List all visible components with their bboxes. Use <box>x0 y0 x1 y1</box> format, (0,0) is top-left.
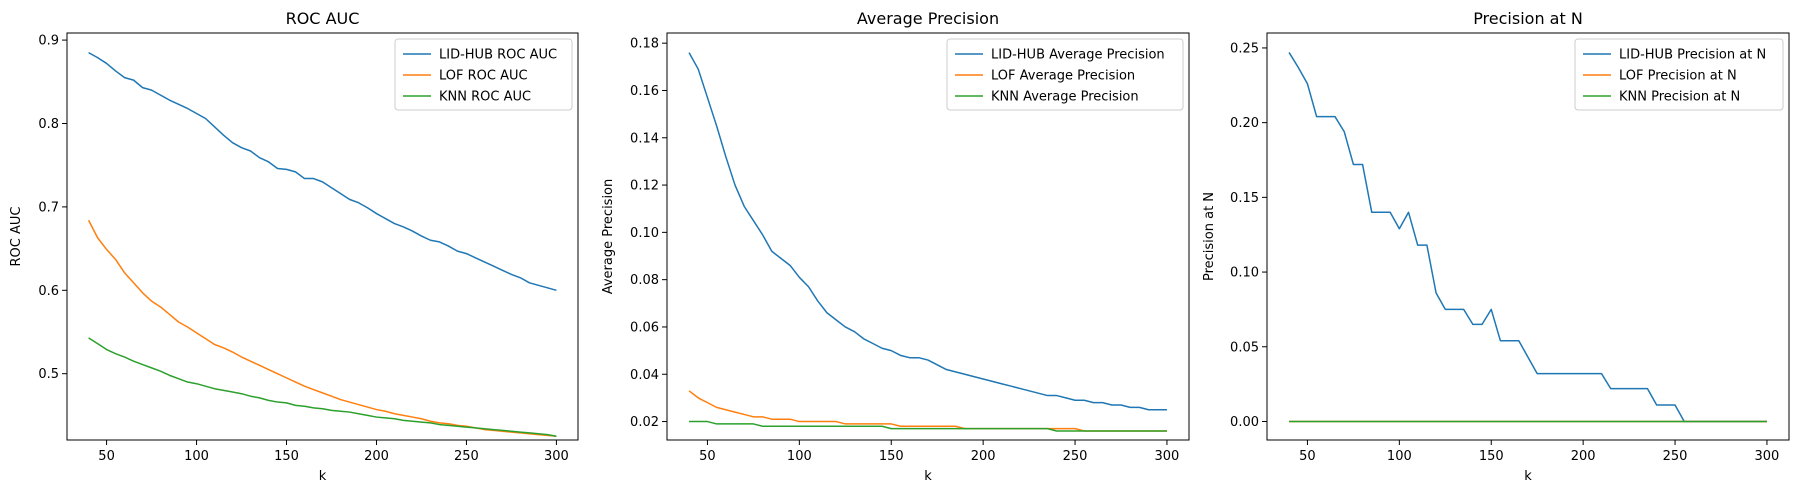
y-tick-label: 0.04 <box>630 368 659 383</box>
legend-label: LOF ROC AUC <box>439 69 528 84</box>
series-line-lid-hub-roc-auc <box>88 51 557 292</box>
legend-label: KNN Average Precision <box>991 90 1139 105</box>
y-tick-label: 0.12 <box>630 179 659 194</box>
legend-box <box>394 38 573 111</box>
chart-title: ROC AUC <box>286 9 360 28</box>
x-tick-label: 300 <box>1755 449 1780 464</box>
y-tick-label: 0.06 <box>630 320 659 335</box>
series-line-lid-hub-average-precision <box>688 52 1167 411</box>
x-axis-label: k <box>924 469 932 484</box>
plot-frame <box>1266 32 1790 441</box>
y-axis-label: ROC AUC <box>9 207 24 267</box>
y-axis-label: Average Precision <box>601 179 616 295</box>
x-tick-label: 50 <box>98 449 115 464</box>
chart-panel-1: ROC AUC 50 100 150 200 250 300 0.5 0.6 0.7 0.8 0.9 k… <box>9 9 579 484</box>
y-tick-label: 0.5 <box>38 367 59 382</box>
y-tick-label: 0.10 <box>630 226 659 241</box>
series-line-lof-roc-auc <box>87 219 557 437</box>
x-tick-label: 150 <box>879 449 904 464</box>
x-tick-label: 100 <box>787 449 812 464</box>
x-tick-label: 200 <box>364 449 389 464</box>
x-tick-label: 150 <box>1479 449 1504 464</box>
x-tick-label: 200 <box>971 449 996 464</box>
y-tick-label: 0.18 <box>630 37 659 52</box>
y-tick-label: 0.14 <box>630 131 659 146</box>
series-line-knn-average-precision <box>689 420 1167 432</box>
legend: LID-HUB ROC AUC LOF ROC AUC KNN ROC AUC <box>394 38 573 111</box>
x-tick-label: 250 <box>1063 449 1088 464</box>
x-axis-label: k <box>319 469 327 484</box>
y-tick-label: 0.08 <box>630 273 659 288</box>
series-line-lof-average-precision <box>688 390 1167 432</box>
x-tick-label: 200 <box>1571 449 1596 464</box>
y-tick-label: 0.00 <box>1230 415 1259 430</box>
chart-title: Precision at N <box>1473 9 1583 28</box>
y-tick-label: 0.9 <box>38 34 59 49</box>
x-tick-label: 300 <box>1155 449 1180 464</box>
y-tick-label: 0.8 <box>38 117 59 132</box>
chart-panel-3: Precision at N 50 100 150 200 250 300 0.00 0.05 0… <box>1202 9 1790 484</box>
y-tick-label: 0.6 <box>38 284 59 299</box>
y-tick-label: 0.7 <box>38 200 59 215</box>
plot-frame <box>66 32 579 441</box>
legend-label: LID-HUB Average Precision <box>991 48 1165 63</box>
x-tick-label: 300 <box>544 449 569 464</box>
y-tick-label: 0.15 <box>1230 191 1259 206</box>
legend: LID-HUB Average Precision LOF Average Pre… <box>946 38 1184 111</box>
legend-label: LOF Precision at N <box>1619 69 1737 84</box>
x-tick-label: 100 <box>1387 449 1412 464</box>
y-axis-label: Precision at N <box>1202 192 1217 281</box>
y-tick-label: 0.05 <box>1230 340 1259 355</box>
legend-label: LID-HUB Precision at N <box>1619 48 1766 63</box>
y-tick-label: 0.02 <box>630 415 659 430</box>
legend: LID-HUB Precision at N LOF Precision at N… <box>1574 38 1784 111</box>
y-tick-label: 0.16 <box>630 84 659 99</box>
y-tick-label: 0.20 <box>1230 116 1259 131</box>
x-tick-label: 50 <box>699 449 716 464</box>
y-tick-label: 0.10 <box>1230 266 1259 281</box>
legend-label: LOF Average Precision <box>991 69 1135 84</box>
plot-frame <box>666 32 1190 441</box>
legend-box <box>1574 38 1784 111</box>
x-tick-label: 50 <box>1299 449 1316 464</box>
x-tick-label: 100 <box>184 449 209 464</box>
x-axis-label: k <box>1524 469 1532 484</box>
legend-box <box>946 38 1184 111</box>
chart-title: Average Precision <box>857 9 999 28</box>
legend-label: KNN ROC AUC <box>439 90 531 105</box>
x-tick-label: 150 <box>274 449 299 464</box>
chart-panel-2: Average Precision 50 100 150 200 250 300 0.02 0.… <box>601 9 1190 484</box>
legend-label: LID-HUB ROC AUC <box>439 48 557 63</box>
x-tick-label: 250 <box>454 449 479 464</box>
series-line-knn-roc-auc <box>88 337 557 437</box>
x-tick-label: 250 <box>1663 449 1688 464</box>
y-tick-label: 0.25 <box>1230 41 1259 56</box>
legend-label: KNN Precision at N <box>1619 90 1740 105</box>
